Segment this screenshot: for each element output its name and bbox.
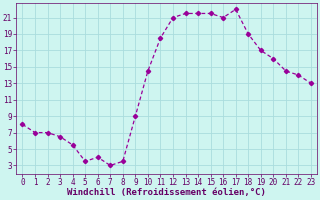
X-axis label: Windchill (Refroidissement éolien,°C): Windchill (Refroidissement éolien,°C) bbox=[67, 188, 266, 197]
